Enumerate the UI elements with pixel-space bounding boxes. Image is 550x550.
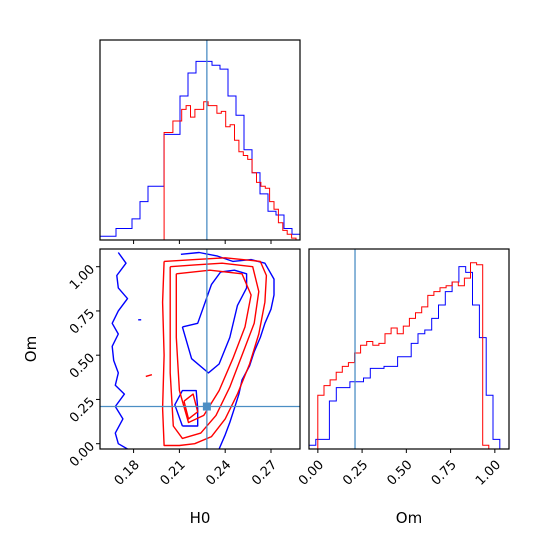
contour-blue-2 bbox=[174, 389, 199, 427]
contour-blue-3 bbox=[181, 269, 248, 374]
contour-blue-0 bbox=[111, 252, 129, 449]
contour-red-1 bbox=[169, 262, 260, 440]
om-marginal-hist-blue bbox=[309, 266, 501, 449]
h0-axis-label: H0 bbox=[190, 509, 211, 527]
contour-red-3 bbox=[183, 393, 199, 420]
om-x-tick-label: 0.50 bbox=[385, 458, 416, 489]
om-marginal-frame bbox=[308, 248, 510, 450]
joint-y-tick-label: 0.75 bbox=[67, 306, 98, 337]
joint-frame bbox=[99, 248, 301, 450]
truth-marker bbox=[202, 402, 211, 411]
om-x-tick-label: 1.00 bbox=[473, 458, 504, 489]
om-x-tick-label: 0.25 bbox=[340, 458, 371, 489]
om-axis-label-bottom: Om bbox=[396, 509, 422, 527]
joint-y-tick-label: 0.25 bbox=[67, 395, 98, 426]
contour-red-2 bbox=[175, 269, 252, 424]
joint-y-tick-label: 0.50 bbox=[67, 351, 98, 382]
contour-blue-1 bbox=[180, 251, 275, 449]
om-axis-label-left: Om bbox=[22, 336, 40, 362]
h0-marginal-hist-blue bbox=[100, 60, 300, 240]
h0-marginal-series-group bbox=[100, 60, 300, 240]
joint-x-tick-label: 0.27 bbox=[249, 458, 280, 489]
joint-y-tick-label: 1.00 bbox=[67, 262, 98, 293]
joint-x-tick-label: 0.18 bbox=[112, 458, 143, 489]
om-x-tick-label: 0.75 bbox=[429, 458, 460, 489]
om-marginal-hist-red bbox=[317, 262, 490, 449]
joint-y-tick-label: 0.00 bbox=[67, 439, 98, 470]
h0-marginal-hist-red bbox=[163, 101, 297, 240]
om-x-tick-label: 0.00 bbox=[296, 458, 327, 489]
contour-series-group bbox=[100, 249, 300, 449]
om-marginal-series-group bbox=[309, 262, 501, 449]
joint-x-tick-label: 0.24 bbox=[203, 458, 234, 489]
joint-x-tick-label: 0.21 bbox=[158, 458, 189, 489]
contour-red-4 bbox=[145, 374, 153, 378]
h0-marginal-frame bbox=[99, 39, 301, 241]
